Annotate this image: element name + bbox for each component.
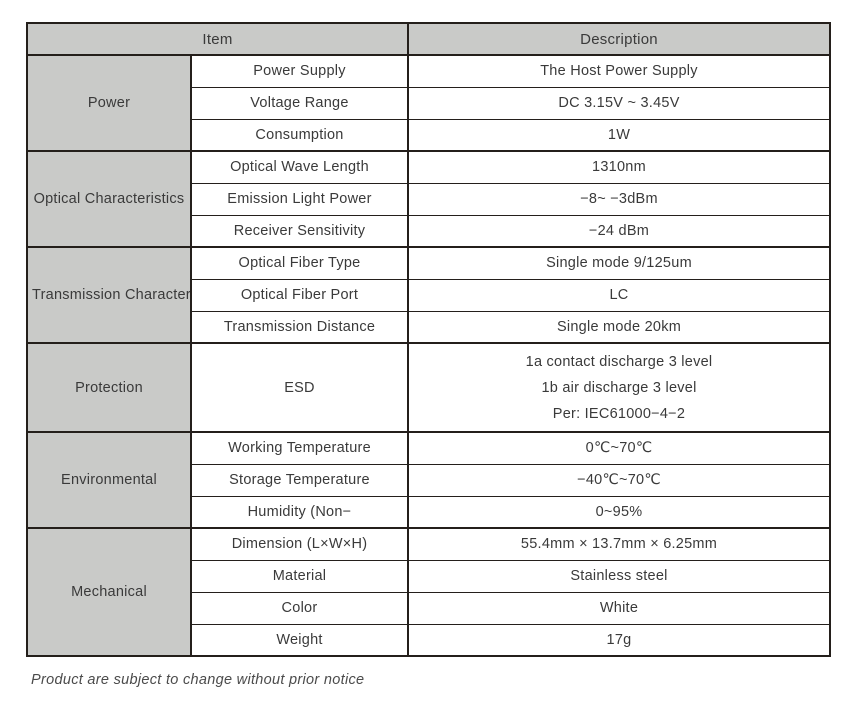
description-cell: 1310nm <box>407 150 831 184</box>
description-cell: 55.4mm × 13.7mm × 6.25mm <box>407 527 831 561</box>
table-row: Color White <box>27 591 831 625</box>
description-cell: 0~95% <box>407 495 831 529</box>
item-cell: Consumption <box>190 118 409 152</box>
description-cell: −40℃~70℃ <box>407 463 831 497</box>
table-row: Mechanical Dimension (L×W×H) 55.4mm × 13… <box>26 527 831 657</box>
category-cell-mechanical: Mechanical <box>26 527 192 657</box>
section-optical-characteristics: Optical Characteristics Optical Wave Len… <box>26 150 831 248</box>
item-cell: Weight <box>190 623 409 657</box>
description-cell: Single mode 9/125um <box>407 246 831 280</box>
spec-table-wrap: Item Description Power Power Supply The … <box>26 22 831 657</box>
item-cell: Material <box>190 559 409 593</box>
description-cell: 17g <box>407 623 831 657</box>
description-cell: 1W <box>407 118 831 152</box>
description-cell: Stainless steel <box>407 559 831 593</box>
esd-line: Per: IEC61000−4−2 <box>552 405 686 422</box>
item-cell: Voltage Range <box>190 86 409 120</box>
item-cell: Humidity (Non− <box>190 495 409 529</box>
description-cell: LC <box>407 278 831 312</box>
description-cell: DC 3.15V ~ 3.45V <box>407 86 831 120</box>
item-cell: Optical Wave Length <box>190 150 409 184</box>
esd-line: 1b air discharge 3 level <box>541 379 697 396</box>
table-row: Consumption 1W <box>27 118 831 152</box>
item-cell: Optical Fiber Port <box>190 278 409 312</box>
description-cell: 1a contact discharge 3 level 1b air disc… <box>407 342 831 433</box>
table-row: Protection ESD 1a contact discharge 3 le… <box>26 342 831 433</box>
header-item: Item <box>26 22 409 56</box>
table-row: Humidity (Non− 0~95% <box>27 495 831 529</box>
table-row: Weight 17g <box>27 623 831 657</box>
item-cell: Optical Fiber Type <box>190 246 409 280</box>
item-cell: Color <box>190 591 409 625</box>
table-row: Receiver Sensitivity −24 dBm <box>27 214 831 248</box>
section-mechanical: Mechanical Dimension (L×W×H) 55.4mm × 13… <box>26 527 831 657</box>
section-power: Power Power Supply The Host Power Supply… <box>26 54 831 152</box>
section-environmental: Environmental Working Temperature 0℃~70℃… <box>26 431 831 529</box>
description-cell: The Host Power Supply <box>407 54 831 88</box>
category-cell-power: Power <box>26 54 192 152</box>
description-cell: −8~ −3dBm <box>407 182 831 216</box>
table-row: Voltage Range DC 3.15V ~ 3.45V <box>27 86 831 120</box>
description-cell: White <box>407 591 831 625</box>
header-row: Item Description <box>26 22 831 56</box>
description-cell: −24 dBm <box>407 214 831 248</box>
table-header: Item Description <box>26 22 831 56</box>
spec-table: Item Description Power Power Supply The … <box>26 22 831 657</box>
section-protection: Protection ESD 1a contact discharge 3 le… <box>26 342 831 433</box>
header-description: Description <box>407 22 831 56</box>
description-cell: Single mode 20km <box>407 310 831 344</box>
esd-line: 1a contact discharge 3 level <box>525 353 713 370</box>
section-transmission-characteristics: Transmission Characteristics Optical Fib… <box>26 246 831 344</box>
table-row: Optical Characteristics Optical Wave Len… <box>26 150 831 248</box>
item-cell: Transmission Distance <box>190 310 409 344</box>
table-row: Transmission Distance Single mode 20km <box>27 310 831 344</box>
category-cell-protection: Protection <box>26 342 192 433</box>
category-cell-transmission: Transmission Characteristics <box>26 246 192 344</box>
table-row: Transmission Characteristics Optical Fib… <box>26 246 831 344</box>
item-cell: Receiver Sensitivity <box>190 214 409 248</box>
table-row: Power Power Supply The Host Power Supply <box>26 54 831 152</box>
table-row: Environmental Working Temperature 0℃~70℃ <box>26 431 831 529</box>
table-row: Optical Fiber Port LC <box>27 278 831 312</box>
item-cell: ESD <box>190 342 409 433</box>
item-cell: Power Supply <box>190 54 409 88</box>
item-cell: Storage Temperature <box>190 463 409 497</box>
table-row: Storage Temperature −40℃~70℃ <box>27 463 831 497</box>
item-cell: Dimension (L×W×H) <box>190 527 409 561</box>
item-cell: Emission Light Power <box>190 182 409 216</box>
footer-note: Product are subject to change without pr… <box>31 672 365 688</box>
category-cell-optical: Optical Characteristics <box>26 150 192 248</box>
description-cell: 0℃~70℃ <box>407 431 831 465</box>
category-cell-environmental: Environmental <box>26 431 192 529</box>
item-cell: Working Temperature <box>190 431 409 465</box>
table-row: Emission Light Power −8~ −3dBm <box>27 182 831 216</box>
